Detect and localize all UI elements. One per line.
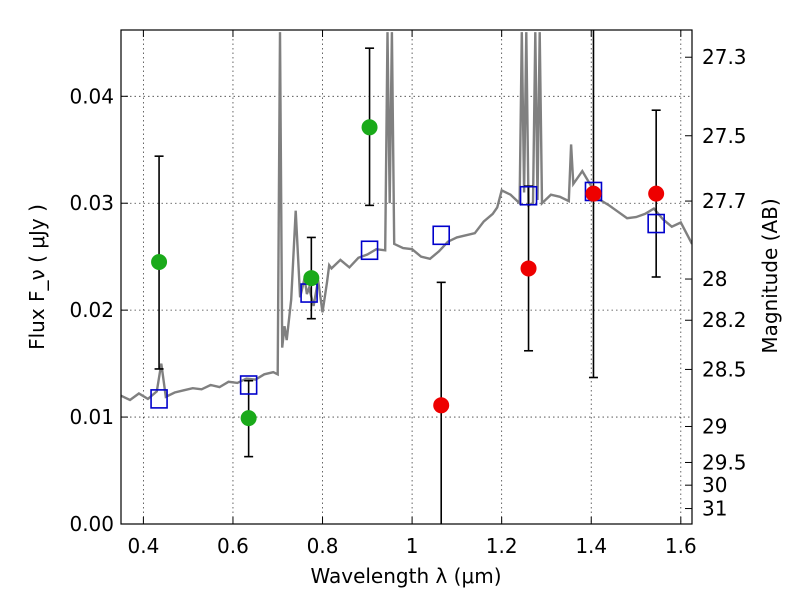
model-box-point <box>432 225 451 246</box>
green-photometry-point <box>151 254 168 271</box>
mag-tick-label: 28.5 <box>702 357 747 381</box>
y-tick-label: 0.04 <box>69 84 114 108</box>
mag-tick-label: 27.5 <box>702 124 747 148</box>
errorbar-layer <box>154 30 661 524</box>
plot-frame <box>120 29 693 525</box>
x-tick-label: 1.2 <box>486 534 518 558</box>
mag-tick-label: 30 <box>702 473 727 497</box>
red-photometry-point <box>433 397 450 414</box>
y-tick-label: 0.02 <box>69 298 114 322</box>
photometry-point-layer <box>151 119 665 427</box>
model-box-layer <box>150 181 665 409</box>
x-axis-label: Wavelength λ (μm) <box>310 564 501 588</box>
x-tick-label: 1 <box>406 534 419 558</box>
grid-layer <box>121 30 692 525</box>
y-tick-label: 0.00 <box>69 512 114 536</box>
mag-tick-label: 28 <box>702 267 727 291</box>
green-photometry-point <box>240 410 257 427</box>
spectrum-layer <box>121 32 692 402</box>
spectrum-line <box>121 32 692 402</box>
green-photometry-point <box>303 270 320 287</box>
y-axis-label-right: Magnitude (AB) <box>758 198 782 353</box>
red-photometry-point <box>648 185 665 202</box>
mag-tick-label: 31 <box>702 497 727 521</box>
tick-layer: 0.4 0.6 0.8 1 1.2 1.4 1.6 0.00 0.01 0.02 0.03 0.04 2… <box>69 30 747 558</box>
x-tick-label: 1.6 <box>665 534 697 558</box>
mag-tick-label: 27.7 <box>702 189 747 213</box>
model-box-point <box>360 240 379 261</box>
model-box-point <box>239 375 258 395</box>
x-tick-label: 1.4 <box>575 534 607 558</box>
model-box-point <box>150 389 168 409</box>
x-tick-label: 0.6 <box>217 534 249 558</box>
mag-tick-label: 27.3 <box>702 45 747 69</box>
model-box-point <box>647 213 665 234</box>
mag-tick-label: 28.2 <box>702 308 747 332</box>
x-tick-label: 0.8 <box>307 534 339 558</box>
y-tick-label: 0.03 <box>69 191 114 215</box>
mag-tick-label: 29 <box>702 414 727 438</box>
red-photometry-point <box>520 260 537 277</box>
y-tick-label: 0.01 <box>69 405 114 429</box>
model-box-point <box>519 185 538 206</box>
green-photometry-point <box>361 119 378 136</box>
y-axis-label-left: Flux F_ν ( μJy ) <box>25 204 49 350</box>
x-tick-label: 0.4 <box>127 534 159 558</box>
mag-tick-label: 29.5 <box>702 450 747 474</box>
red-photometry-point <box>585 185 602 202</box>
axis-label-layer: Wavelength λ (μm) Flux F_ν ( μJy ) Magni… <box>25 198 782 588</box>
